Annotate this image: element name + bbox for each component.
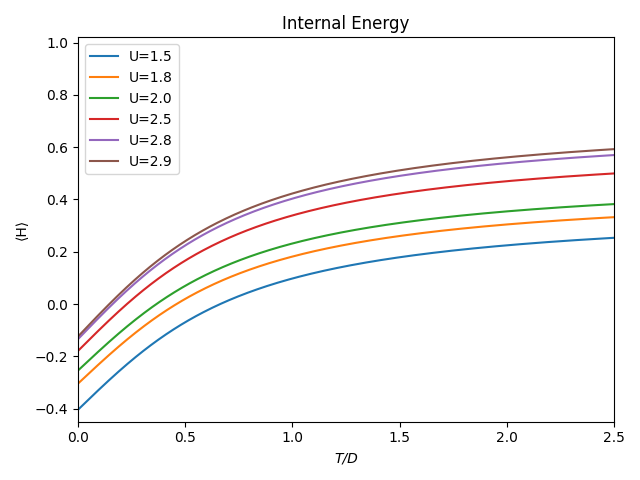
U=1.5 xyxy=(597,236,605,241)
Line: U=1.5: U=1.5 xyxy=(78,238,614,410)
U=1.8 xyxy=(329,244,337,250)
U=2.0 xyxy=(332,231,340,237)
U=1.5 xyxy=(364,259,372,265)
Line: U=2.9: U=2.9 xyxy=(78,149,614,337)
U=2.0 xyxy=(513,208,521,214)
U=2.9 xyxy=(597,147,605,153)
U=1.8 xyxy=(597,215,605,221)
U=2.5 xyxy=(329,203,337,208)
U=1.8 xyxy=(332,244,340,250)
U=1.8 xyxy=(610,214,618,220)
X-axis label: T/D: T/D xyxy=(334,451,358,465)
U=1.5 xyxy=(393,255,401,261)
U=2.8 xyxy=(332,185,340,191)
U=2.8 xyxy=(393,173,401,179)
U=2.8 xyxy=(610,152,618,158)
U=1.8 xyxy=(513,221,521,227)
U=2.5 xyxy=(364,196,372,202)
U=2.0 xyxy=(364,225,372,230)
U=1.5 xyxy=(74,407,82,413)
U=2.8 xyxy=(74,336,82,342)
U=2.9 xyxy=(513,154,521,159)
U=2.5 xyxy=(393,191,401,197)
U=2.0 xyxy=(329,231,337,237)
U=2.9 xyxy=(393,168,401,174)
U=2.8 xyxy=(597,153,605,159)
U=2.5 xyxy=(610,170,618,176)
U=2.8 xyxy=(513,159,521,165)
U=2.8 xyxy=(329,185,337,191)
U=1.5 xyxy=(513,241,521,247)
U=2.0 xyxy=(597,202,605,208)
U=1.8 xyxy=(393,233,401,239)
Line: U=2.0: U=2.0 xyxy=(78,204,614,371)
U=2.9 xyxy=(74,334,82,340)
Title: Internal Energy: Internal Energy xyxy=(282,15,410,33)
U=2.0 xyxy=(393,220,401,226)
Line: U=1.8: U=1.8 xyxy=(78,217,614,384)
U=1.5 xyxy=(610,235,618,240)
U=2.9 xyxy=(329,180,337,186)
Legend: U=1.5, U=1.8, U=2.0, U=2.5, U=2.8, U=2.9: U=1.5, U=1.8, U=2.0, U=2.5, U=2.8, U=2.9 xyxy=(84,44,179,174)
Y-axis label: ⟨H⟩: ⟨H⟩ xyxy=(15,219,29,240)
U=1.8 xyxy=(364,238,372,244)
U=2.5 xyxy=(513,178,521,183)
U=2.0 xyxy=(610,201,618,207)
U=1.8 xyxy=(74,381,82,387)
U=2.9 xyxy=(610,146,618,152)
Line: U=2.5: U=2.5 xyxy=(78,173,614,351)
U=2.8 xyxy=(364,178,372,184)
Line: U=2.8: U=2.8 xyxy=(78,155,614,339)
U=1.5 xyxy=(329,266,337,272)
U=2.5 xyxy=(597,171,605,177)
U=2.5 xyxy=(332,202,340,208)
U=2.0 xyxy=(74,368,82,373)
U=2.5 xyxy=(74,348,82,354)
U=2.9 xyxy=(332,180,340,185)
U=2.9 xyxy=(364,173,372,179)
U=1.5 xyxy=(332,265,340,271)
